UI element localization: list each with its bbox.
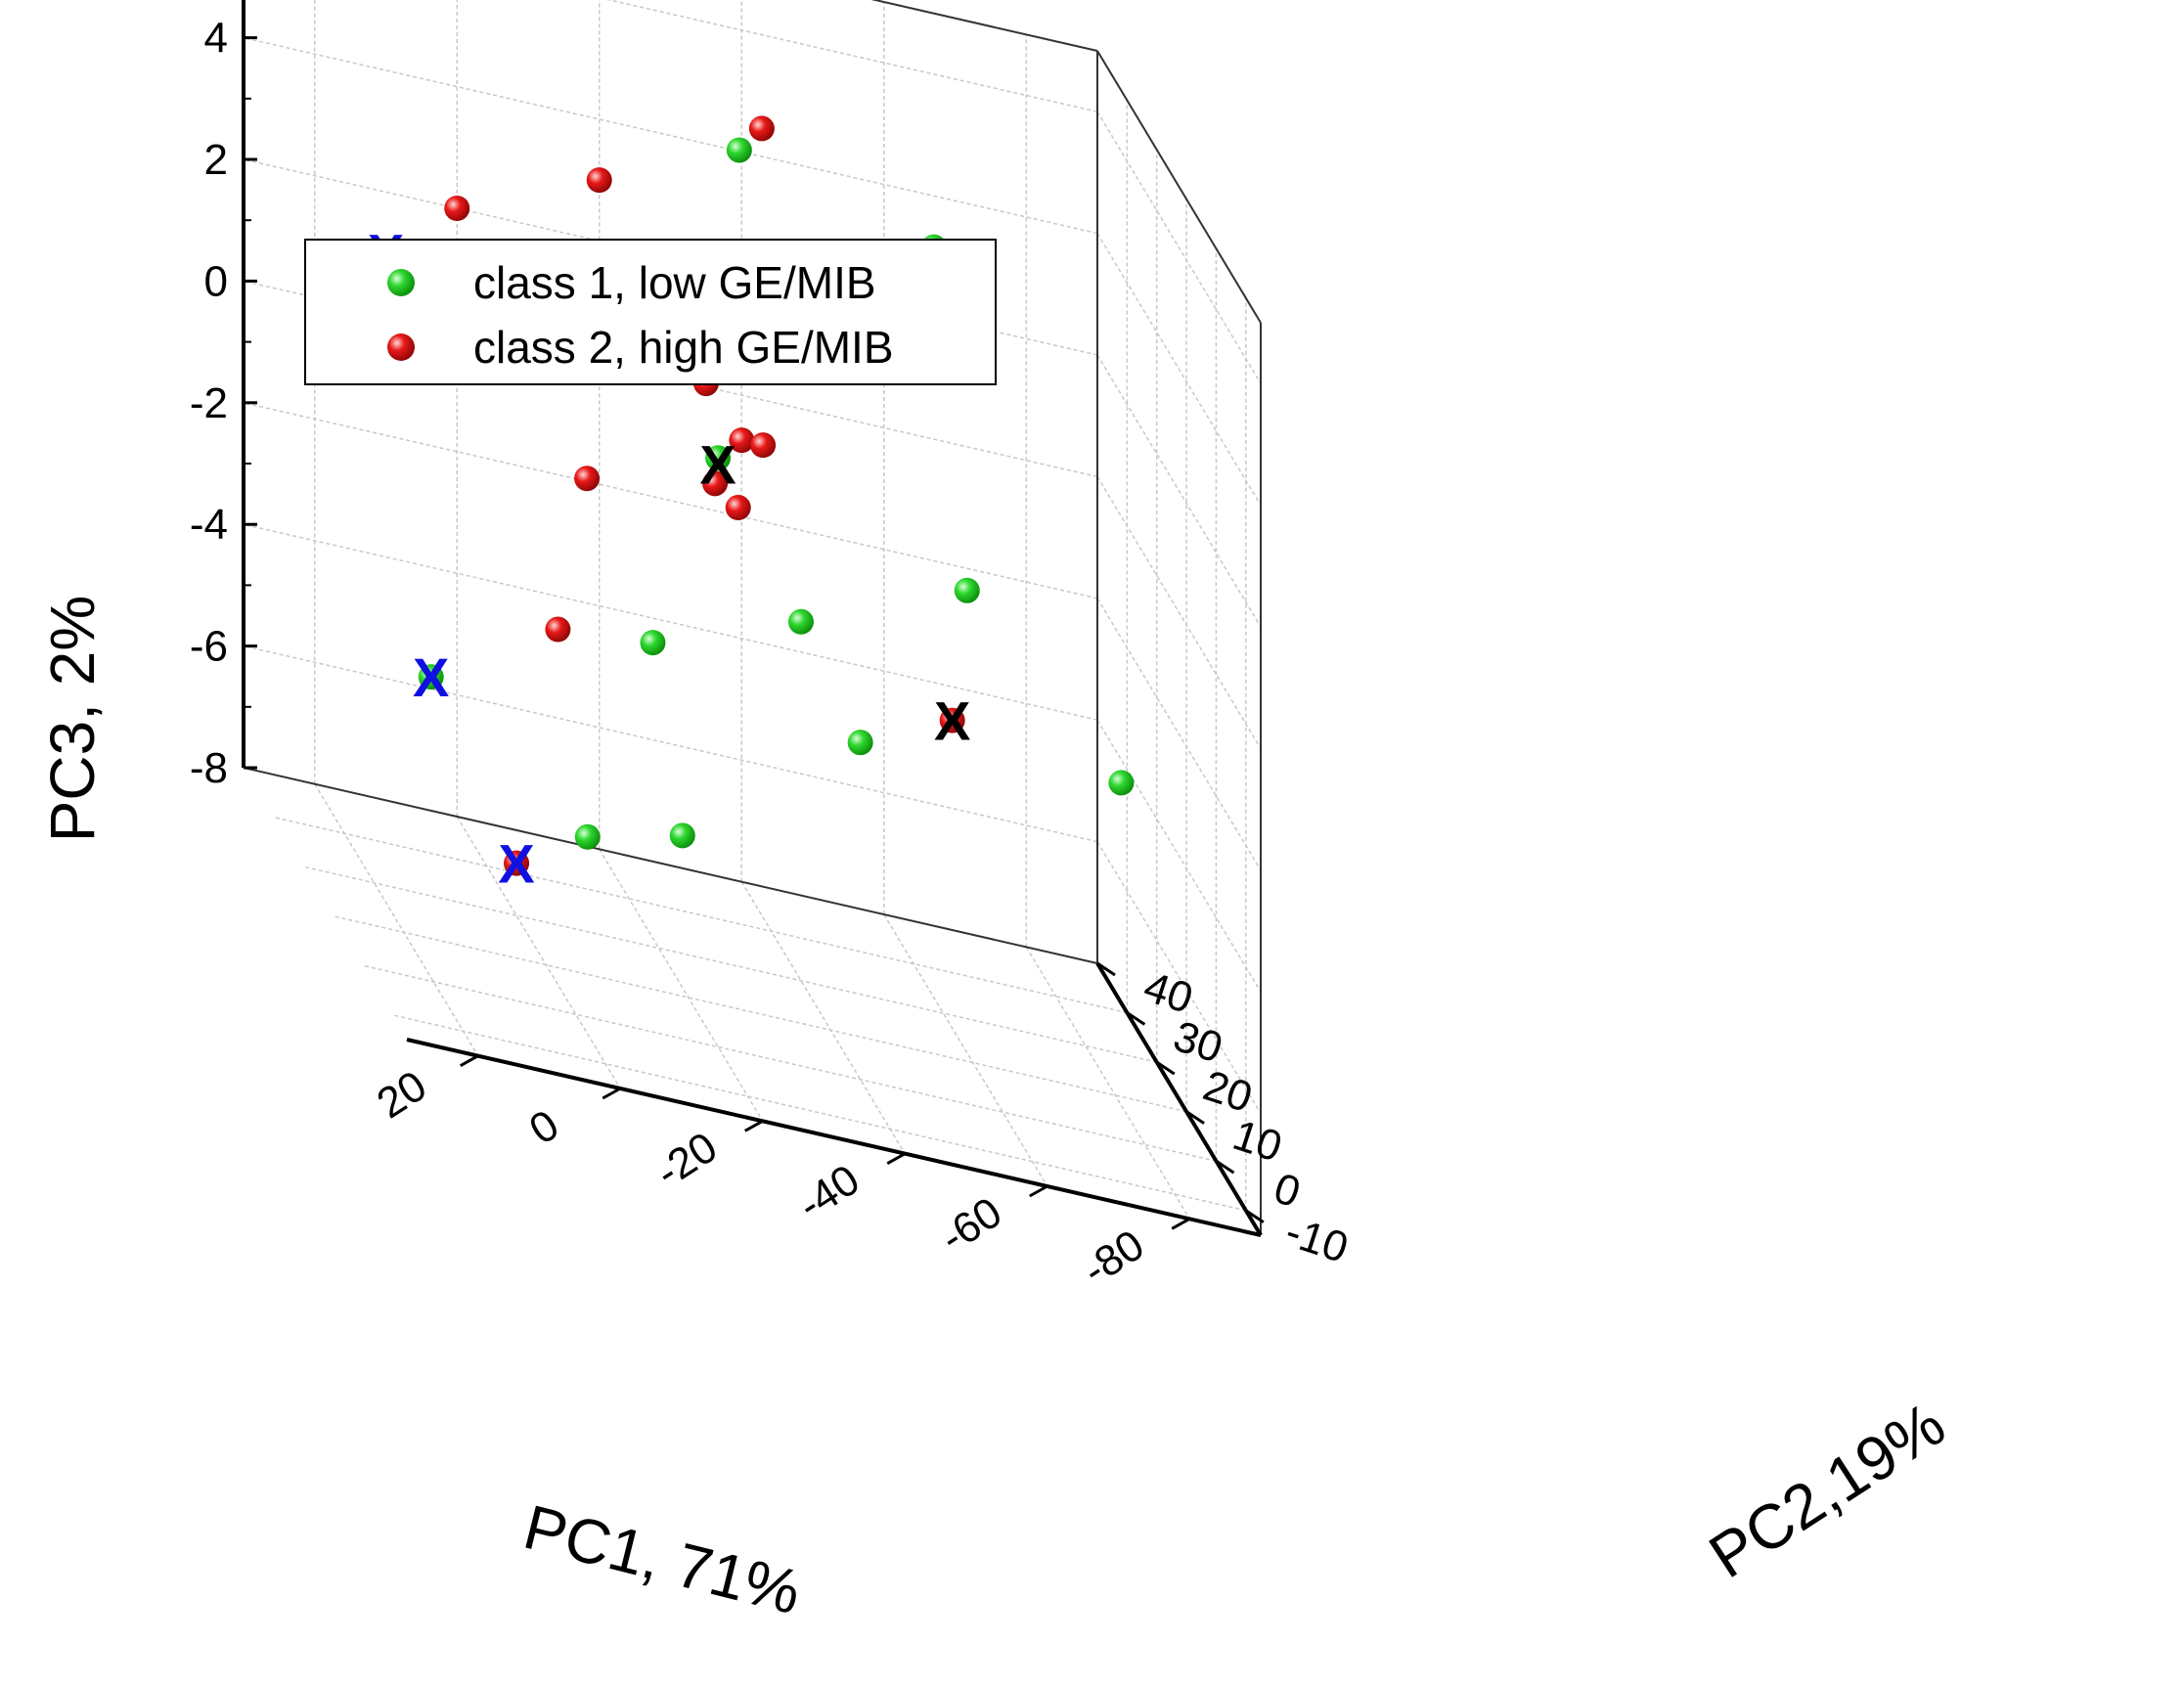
z-tick-label: -4 [190, 501, 228, 549]
class1-point [574, 823, 601, 850]
legend-marker-class1 [387, 269, 415, 296]
grid-line-y-floor [273, 816, 1128, 1014]
legend: class 1, low GE/MIB class 2, high GE/MIB [304, 239, 997, 385]
x-tick-mark [602, 1087, 621, 1100]
grid-line-z-back [243, 280, 1098, 478]
class2-point [729, 427, 755, 454]
class1-point [705, 445, 732, 471]
grid-line-z-side [1096, 476, 1262, 749]
class2-point [725, 495, 751, 521]
x-tick-label: -20 [647, 1123, 726, 1197]
x-tick-label: -60 [932, 1188, 1010, 1263]
grid-line-x-floor [314, 783, 479, 1057]
z-tick-label: -6 [190, 623, 228, 671]
x-axis-title: PC1, 71% [517, 1491, 808, 1628]
y-tick-mark [1185, 1110, 1205, 1125]
back-floor-edge-x [243, 767, 1098, 964]
grid-layer [243, 0, 1262, 1236]
black-x-marker: X [699, 433, 735, 495]
class2-point [545, 616, 571, 643]
grid-line-y-floor [362, 964, 1217, 1162]
blue-x-marker: X [413, 646, 449, 708]
y-tick-mark [1215, 1159, 1235, 1175]
y-tick-mark [1244, 1209, 1265, 1223]
x-tick-label: -80 [1074, 1221, 1152, 1295]
grid-line-z-back [243, 402, 1098, 599]
grid-line-x-floor [599, 848, 764, 1122]
x-tick-mark [1029, 1184, 1048, 1198]
back-top-edge-x [870, 0, 1098, 52]
grid-line-x-floor [456, 816, 621, 1089]
class1-point [847, 730, 873, 756]
class2-point [939, 707, 965, 733]
z-tick-label: 0 [204, 257, 228, 305]
x-tick-label: -40 [789, 1156, 868, 1230]
x-tick-label: 20 [369, 1062, 435, 1129]
grid-line-z-side [1096, 719, 1262, 993]
x-tick-mark [460, 1054, 479, 1067]
legend-marker-class2 [387, 333, 415, 361]
class2-point [504, 850, 530, 876]
grid-line-z-back [243, 523, 1098, 721]
class2-point [586, 167, 612, 194]
y-tick-label: -10 [1279, 1208, 1354, 1272]
class2-point [750, 432, 777, 459]
class1-point [954, 577, 980, 603]
pc2-axis-line [1095, 961, 1263, 1237]
grid-line-x-floor [740, 881, 906, 1155]
grid-line-z-side [1096, 598, 1262, 871]
grid-line-y-floor [391, 1013, 1246, 1212]
class2-point [702, 470, 729, 497]
y-tick-mark [1096, 961, 1116, 977]
grid-line-z-back [243, 644, 1098, 843]
y-tick-mark [1155, 1060, 1176, 1076]
grid-line-z-back [606, 0, 1098, 112]
class1-point [640, 630, 666, 656]
blue-x-marker: X [498, 833, 534, 895]
legend-label-class2: class 2, high GE/MIB [473, 322, 894, 373]
grid-line-x-floor [883, 913, 1048, 1187]
grid-line-y-floor [302, 866, 1157, 1063]
x-tick-mark [744, 1120, 764, 1132]
legend-label-class1: class 1, low GE/MIB [473, 257, 876, 308]
x-tick-mark [886, 1152, 906, 1165]
x-tick-mark [1171, 1218, 1190, 1230]
z-axis-title: PC3, 2% [37, 596, 108, 843]
z-tick-label: 2 [204, 136, 228, 184]
grid-line-z-side [1096, 233, 1262, 506]
y-tick-label: 10 [1227, 1111, 1288, 1172]
z-tick-label: -8 [190, 744, 228, 792]
class1-point [418, 664, 444, 690]
grid-line-z-side [1096, 841, 1262, 1114]
grid-line-z-back [243, 36, 1098, 235]
legend-item-class2: class 2, high GE/MIB [387, 322, 894, 373]
class1-point [1108, 770, 1135, 796]
legend-box [304, 239, 997, 385]
legend-item-class1: class 1, low GE/MIB [387, 257, 876, 308]
axes-layer [242, 0, 1263, 1237]
grid-line-y-floor [332, 914, 1187, 1113]
points-layer: XXXXX [368, 115, 1135, 895]
class2-point [444, 196, 470, 221]
grid-line-x-floor [1025, 946, 1190, 1220]
class1-point [726, 137, 752, 163]
pc1-axis-line [406, 1038, 1262, 1237]
y-axis-title: PC2,19% [1697, 1389, 1957, 1592]
class2-point [748, 115, 775, 142]
grid-line-z-side [1096, 354, 1262, 628]
grid-line-z-side [1096, 111, 1262, 384]
class1-point [669, 822, 695, 849]
x-tick-label: 0 [521, 1101, 567, 1154]
black-x-marker: X [934, 690, 970, 752]
z-tick-label: 4 [204, 15, 228, 63]
z-tick-label: -2 [190, 379, 228, 427]
y-tick-mark [1126, 1011, 1146, 1026]
class1-point [787, 608, 814, 635]
back-top-edge-y [1096, 50, 1262, 324]
class2-point [574, 466, 601, 492]
